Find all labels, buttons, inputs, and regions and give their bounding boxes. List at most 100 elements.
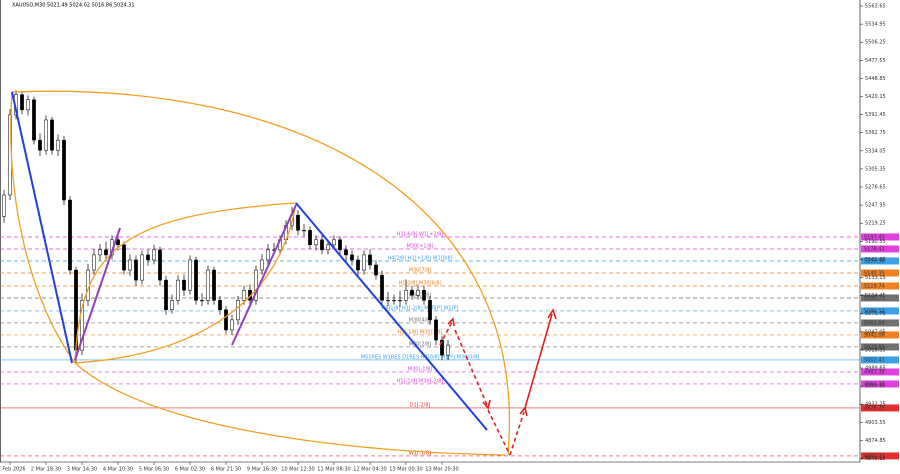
candle-body [170,300,174,311]
candle-body [242,289,246,301]
y-tick-label: 4932.25 [865,402,886,408]
y-tick-label: 5018.35 [865,347,886,353]
arrow [487,409,511,456]
level-label: H1[-1/8] M30[-2/8] [397,378,444,384]
x-tick-label: 9 Mar 16:30 [247,467,277,473]
candle-body [338,239,342,251]
x-tick-label: 4 Mar 10:30 [103,467,133,473]
y-tick-label: 5305.35 [865,166,886,172]
drawings [10,90,557,456]
y-tick-label: 5276.65 [865,185,886,191]
candle-body [332,239,336,246]
arrow [524,313,553,409]
level-label: M30[5/8] [409,292,432,298]
chart-title: XAUUSD,M30 5021.49 5024.02 5016.86 5024.… [12,3,135,9]
y-tick-label: 5247.95 [865,203,886,209]
x-tick-label: 5 Mar 06:30 [139,467,169,473]
arrow [509,411,525,456]
price-tag [861,331,899,339]
candle-body [440,339,444,356]
price-tag [861,282,899,290]
candle-body [266,249,270,261]
trend-line [295,202,488,431]
x-tick-label: 6 Mar 21:30 [211,467,241,473]
candle-body [368,254,372,266]
level-label: M30[7/8] [409,267,432,273]
level-label: H1[0/8] M30[6/8] [398,280,441,286]
candle-body [182,279,186,291]
y-tick-label: 5563.65 [865,4,886,10]
y-tick-label: 5506.25 [865,40,886,46]
candle-body [140,254,144,281]
price-tag-label: 4926.29 [864,405,885,411]
candle-body [128,259,132,271]
candle-body [32,99,36,141]
price-tag [861,319,899,327]
y-tick-label: 5047.05 [865,329,886,335]
candle-body [416,289,420,296]
x-tick-label: 11 Mar 08:30 [317,467,350,473]
price-tag-label: 5100.71 [864,295,885,301]
x-tick-label: 6 Mar 02:30 [175,467,205,473]
candle-body [50,119,54,151]
candle-body [194,259,198,301]
levels: H1[-6/8] W1[+2/8] 5197.43 M30[+1/8] 5178.41… [0,231,899,460]
candle-body [398,300,402,302]
arrow-head [447,317,455,327]
candles [2,90,450,364]
candle-body [326,244,330,251]
price-tag [861,233,899,241]
level-label: M30[4/8] [409,317,432,323]
price-tag [861,307,899,315]
candle-body [134,259,138,281]
candle-body [104,249,108,256]
y-tick-label: 5075.75 [865,311,886,317]
y-tick-label: 4846.15 [865,456,886,462]
candle-body [392,300,396,302]
price-tag [861,356,899,364]
trend-line [74,227,121,361]
price-tag-label: 5023.03 [864,344,885,350]
candle-body [230,319,234,331]
level-label: H4[2/8] H1[+1/8] W1[0/8] [387,255,452,261]
candle-body [302,230,306,232]
fan-arc [10,91,76,364]
price-tag-label: 5197.43 [864,234,885,240]
candle-body [380,274,384,301]
candle-body [92,254,96,271]
candle-body [26,99,30,111]
price-tag [861,368,899,376]
price-tag [861,404,899,412]
price-tag [861,343,899,351]
y-tick-label: 5219.25 [865,221,886,227]
trend-line [11,91,73,364]
candle-body [314,239,318,246]
candle-body [56,139,60,151]
candle-body [80,300,84,351]
candle-body [386,300,390,302]
forecast-arrows [439,308,557,456]
price-tag-label: 5061.09 [864,320,885,326]
price-tag-label: 5119.74 [864,283,885,289]
candle-body [176,279,180,301]
candle-body [122,244,126,271]
y-tick-label: 5334.05 [865,148,886,154]
level-label: H1[-6/8] W1[+2/8] [397,231,444,237]
candle-body [404,289,408,301]
price-tag-label: 5178.41 [864,246,885,252]
x-tick-label: 27 Feb 2026 [0,467,26,473]
level-label: W1[-1/8] [409,450,431,456]
price-tag-label: 5042.06 [864,332,885,338]
candle-body [98,249,102,256]
y-tick-label: 5161.85 [865,257,886,263]
candle-body [362,254,366,271]
candle-body [260,259,264,271]
arrow [439,321,453,346]
price-tag [861,380,899,388]
axes: 5563.65 5534.95 5506.25 5477.55 5448.85 5420.… [0,4,886,473]
candle-body [410,289,414,296]
level-label: M30[2/8] [409,341,432,347]
candle-body [2,194,6,217]
candle-body [344,249,348,256]
x-tick-label: 13 Mar 00:30 [389,467,422,473]
